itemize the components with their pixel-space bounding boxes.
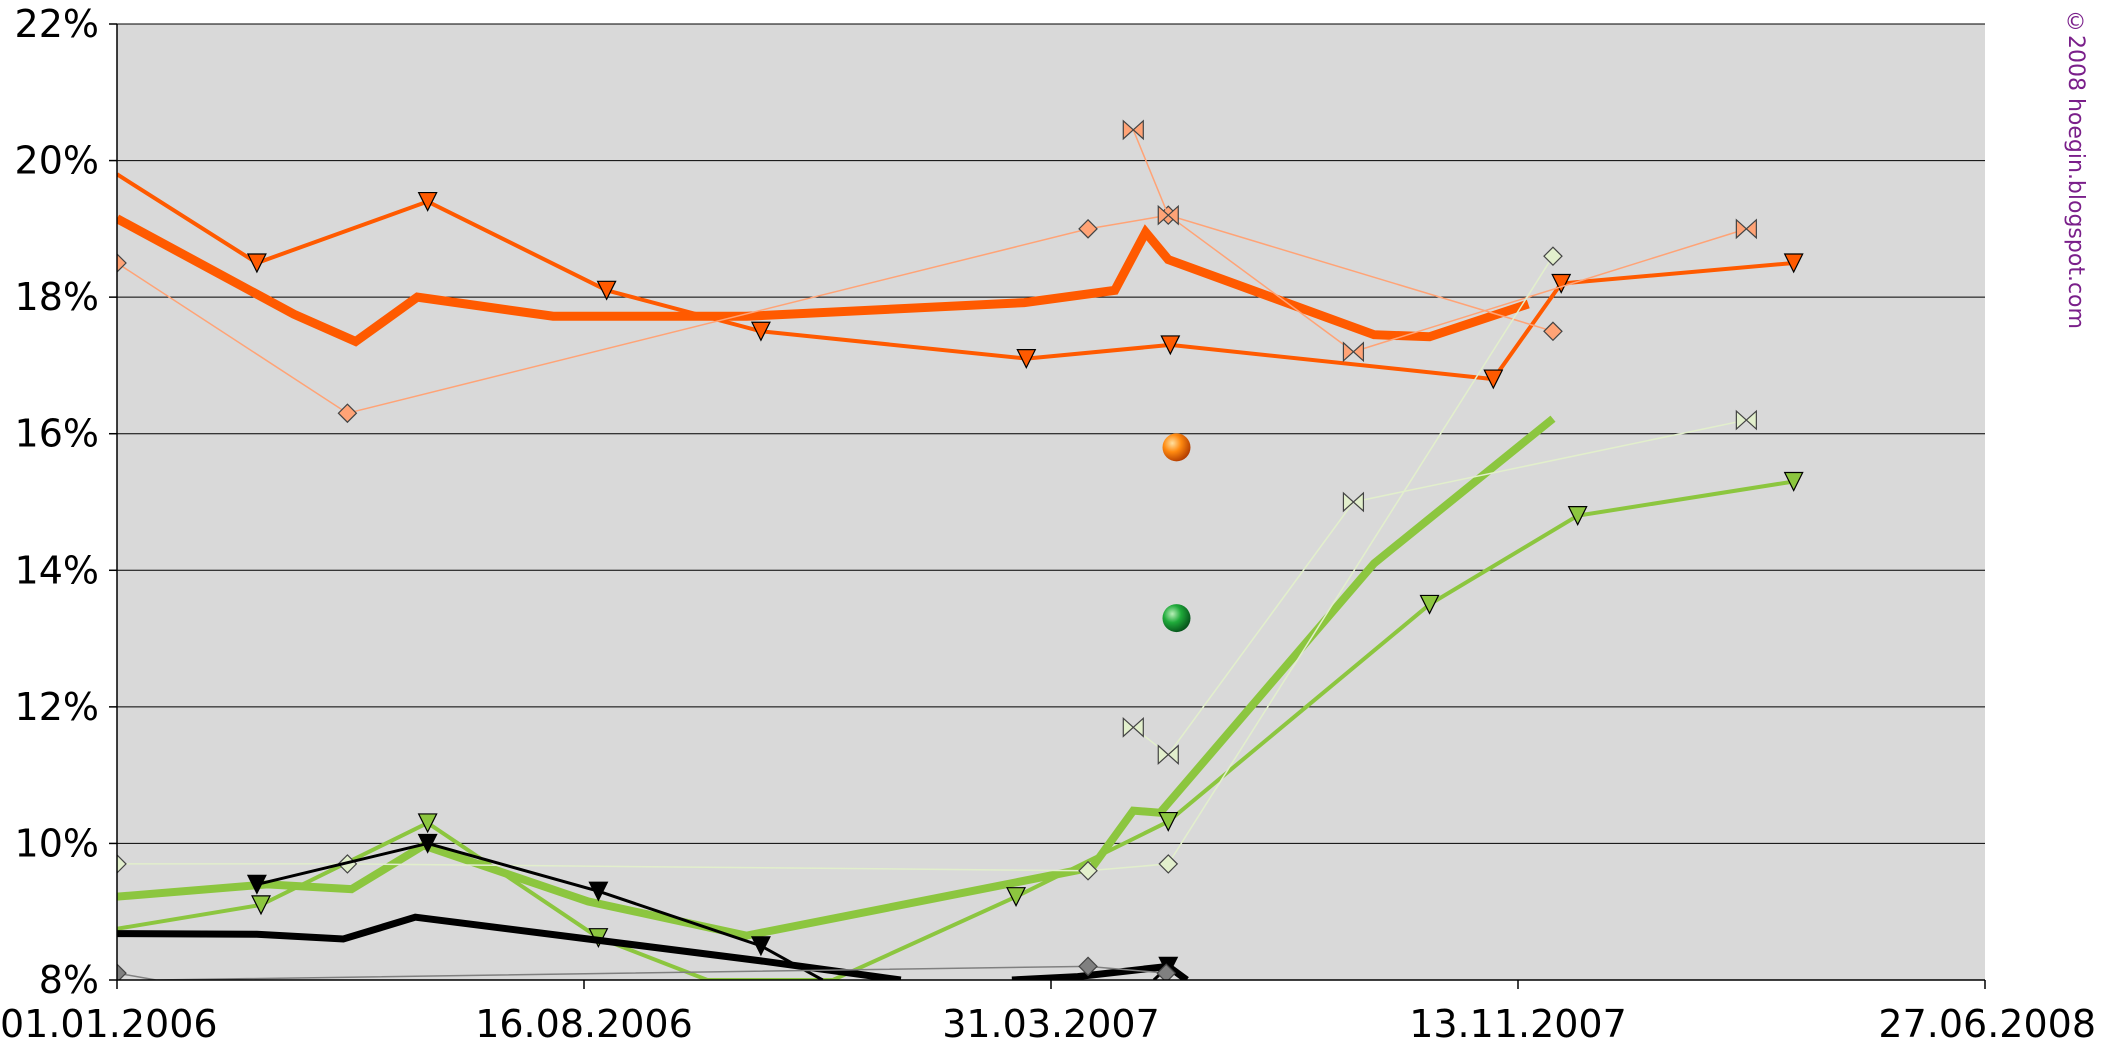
triangle-marker (596, 280, 617, 301)
bowtie-marker (1157, 204, 1179, 226)
diamond-marker (1078, 956, 1098, 977)
diamond-marker (337, 403, 358, 424)
x-tick-label: 16.08.2006 (475, 1002, 693, 1044)
diamond-marker (1543, 321, 1563, 342)
triangle-marker (1783, 471, 1804, 492)
series-0 (117, 214, 1530, 347)
bowtie-marker (1122, 119, 1144, 141)
triangle-marker (1016, 349, 1037, 369)
series-line (1132, 129, 1747, 353)
triangle-marker (1551, 273, 1572, 294)
triangle-marker (1160, 335, 1181, 356)
triangle-marker (417, 833, 438, 854)
x-tick-label: 27.06.2008 (1878, 1002, 2096, 1044)
diamond-marker (1078, 219, 1098, 239)
diamond-marker (117, 253, 127, 273)
diamond-marker (117, 963, 127, 980)
series-8 (117, 913, 902, 980)
ball-annotation (1162, 604, 1191, 633)
bowtie-marker (1735, 218, 1757, 240)
series-line (1132, 419, 1747, 756)
series-1 (117, 172, 1804, 390)
diamond-marker (1156, 963, 1177, 980)
triangle-marker (750, 321, 771, 342)
diamond-marker (1078, 860, 1098, 881)
series-4 (117, 415, 1556, 940)
y-tick-label: 8% (39, 958, 99, 1002)
y-tick-label: 14% (15, 548, 99, 592)
series-line (117, 965, 1167, 980)
series-line (117, 479, 1794, 980)
bowtie-marker (1122, 716, 1144, 738)
series-line (117, 214, 1530, 347)
series-3 (1122, 119, 1757, 363)
annotations (1162, 433, 1191, 633)
series-line (117, 415, 1556, 940)
x-tick-label: 13.11.2007 (1409, 1002, 1627, 1044)
diamond-marker (117, 854, 127, 874)
triangle-marker (246, 253, 267, 274)
triangle-marker (588, 881, 609, 902)
triangle-marker (1783, 253, 1804, 274)
series-group (117, 119, 1804, 980)
copyright-credit: ©2008 hoegin.blogspot.com (2063, 10, 2088, 329)
y-tick-label: 20% (15, 139, 99, 183)
series-line (117, 172, 1794, 382)
series-10 (246, 833, 824, 980)
y-tick-label: 22% (15, 2, 99, 46)
y-tick-label: 12% (15, 685, 99, 729)
triangle-marker (1006, 887, 1026, 908)
triangle-marker (1419, 594, 1440, 615)
bowtie-marker (1342, 491, 1365, 513)
x-tick-label: 01.01.2006 (0, 1002, 218, 1044)
triangle-marker (1567, 506, 1588, 526)
bowtie-marker (1735, 409, 1757, 431)
diamond-marker (1543, 246, 1563, 267)
y-tick-label: 16% (15, 412, 99, 456)
bowtie-marker (1157, 744, 1179, 766)
triangle-marker (251, 895, 271, 916)
triangle-marker (1483, 369, 1504, 390)
ball-annotation (1162, 433, 1191, 462)
triangle-marker (417, 813, 438, 834)
triangle-marker (417, 191, 438, 212)
series-line (117, 913, 902, 980)
triangle-marker (246, 874, 267, 895)
y-tick-label: 10% (15, 821, 99, 865)
triangle-marker (750, 936, 771, 957)
triangle-marker (1158, 811, 1179, 832)
series-12 (117, 956, 1177, 980)
bowtie-marker (1342, 341, 1365, 363)
diamond-marker (1158, 854, 1179, 874)
series-7 (1122, 409, 1757, 766)
x-tick-label: 31.03.2007 (942, 1002, 1160, 1044)
y-tick-label: 18% (15, 275, 99, 319)
